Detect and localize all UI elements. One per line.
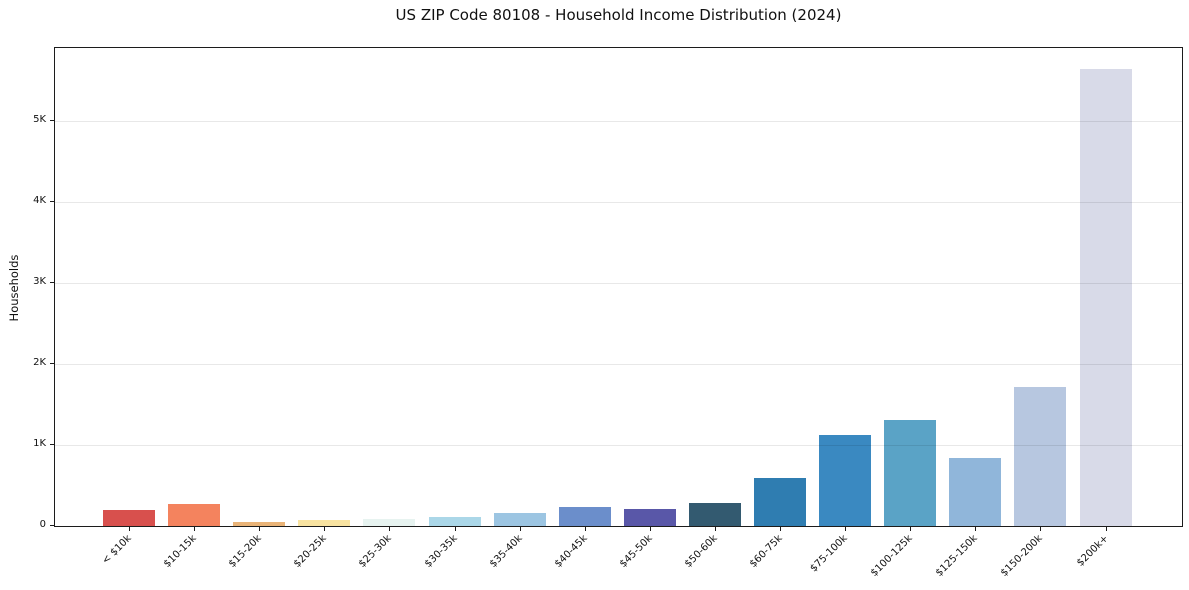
- bar-$75-100k: [819, 435, 872, 526]
- bar-$20-25k: [298, 520, 351, 526]
- x-tick: [194, 527, 196, 531]
- plot-area: [54, 47, 1183, 527]
- gridline: [55, 282, 1182, 284]
- bar-$40-45k: [558, 507, 611, 526]
- bar-$60-75k: [754, 478, 806, 526]
- bar-$150-200k: [1014, 387, 1067, 526]
- y-axis-label: Households: [7, 254, 21, 322]
- x-tick: [259, 527, 261, 531]
- x-tick: [454, 527, 456, 531]
- gridline: [55, 444, 1182, 446]
- x-tick: [1040, 527, 1042, 531]
- x-tick: [714, 527, 716, 531]
- bar-$10-15k: [168, 503, 221, 526]
- x-tick: [1105, 527, 1107, 531]
- y-tick-label: 5K: [33, 113, 46, 125]
- y-tick-label: 0: [39, 519, 46, 530]
- x-tick: [649, 527, 651, 531]
- bar-$25-30k: [363, 518, 416, 526]
- bar-$15-20k: [233, 522, 286, 526]
- x-tick: [324, 527, 326, 531]
- y-tick-label: 1K: [33, 437, 46, 449]
- bar-$200k+: [1079, 69, 1132, 526]
- chart-title: US ZIP Code 80108 - Household Income Dis…: [395, 6, 842, 24]
- y-tick: [50, 525, 54, 526]
- x-tick: [519, 527, 521, 531]
- bar-$35-40k: [493, 512, 546, 526]
- y-tick: [50, 362, 54, 364]
- y-tick: [50, 281, 54, 283]
- x-tick: [389, 527, 391, 531]
- bar-$125-150k: [949, 458, 1002, 526]
- x-tick: [910, 527, 912, 531]
- bar-< $10k: [103, 510, 155, 526]
- y-tick: [50, 443, 54, 445]
- gridline: [55, 120, 1182, 122]
- x-tick: [584, 527, 586, 531]
- x-tick: [780, 527, 781, 531]
- gridline: [55, 363, 1182, 365]
- y-tick-label: 4K: [33, 194, 46, 206]
- y-tick: [50, 119, 54, 121]
- bar-$100-125k: [884, 419, 937, 526]
- y-tick-label: 2K: [33, 356, 46, 368]
- x-tick: [975, 527, 977, 531]
- y-tick: [50, 200, 54, 202]
- bar-$50-60k: [688, 502, 741, 526]
- x-tick: [129, 527, 130, 531]
- gridline: [55, 201, 1182, 203]
- bar-$45-50k: [623, 508, 676, 526]
- x-tick: [845, 527, 847, 531]
- bar-$30-35k: [428, 517, 481, 526]
- x-tick-label: < $10k: [100, 533, 134, 567]
- y-tick-label: 3K: [33, 275, 46, 287]
